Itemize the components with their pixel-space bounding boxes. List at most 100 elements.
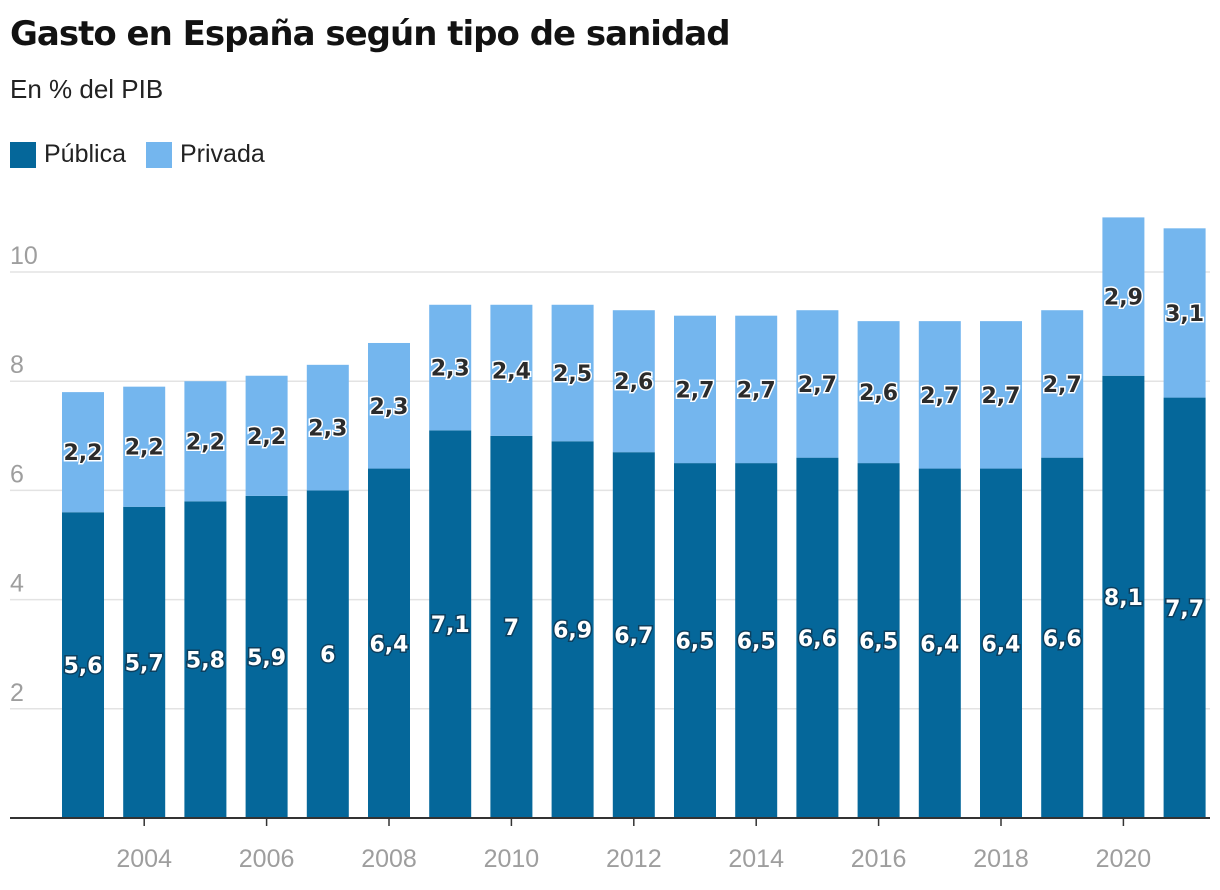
- bar-publica-2011: [551, 441, 594, 818]
- data-label-privada-2019: 2,7: [1043, 373, 1082, 398]
- data-label-privada-2021: 3,1: [1165, 302, 1204, 327]
- bar-publica-2007: [306, 490, 349, 818]
- bar-publica-2006: [245, 495, 288, 818]
- bar-privada-2019: [1041, 310, 1084, 458]
- legend-item-publica: Pública: [10, 140, 126, 169]
- data-label-privada-2017: 2,7: [920, 384, 959, 409]
- bar-publica-2009: [429, 430, 472, 818]
- data-label-publica-2014: 6,5: [737, 630, 776, 655]
- y-tick-label-8: 8: [10, 351, 24, 379]
- data-label-privada-2011: 2,5: [553, 362, 592, 387]
- bar-privada-2020: [1102, 217, 1145, 376]
- chart-title: Gasto en España según tipo de sanidad: [10, 14, 731, 54]
- data-label-publica-2009: 7,1: [431, 613, 470, 638]
- y-tick-label-10: 10: [10, 242, 38, 270]
- legend-swatch-privada: [146, 141, 172, 168]
- bar-privada-2011: [551, 304, 594, 442]
- bar-privada-2021: [1163, 228, 1206, 398]
- bar-privada-2008: [368, 342, 410, 469]
- data-label-publica-2005: 5,8: [186, 649, 225, 674]
- data-label-publica-2003: 5,6: [64, 654, 103, 679]
- bar-privada-2010: [490, 304, 533, 436]
- data-label-publica-2007: 6: [320, 643, 335, 668]
- data-label-publica-2013: 6,5: [676, 630, 715, 655]
- data-label-privada-2012: 2,6: [614, 370, 653, 395]
- data-label-publica-2018: 6,4: [982, 632, 1021, 657]
- legend-label-publica: Pública: [44, 140, 126, 168]
- bar-privada-2013: [674, 315, 716, 464]
- data-label-privada-2020: 2,9: [1104, 286, 1143, 311]
- bar-publica-2010: [490, 435, 533, 818]
- data-label-privada-2007: 2,3: [308, 417, 347, 442]
- y-tick-label-6: 6: [10, 460, 24, 488]
- data-label-privada-2018: 2,7: [982, 384, 1021, 409]
- data-label-privada-2016: 2,6: [859, 381, 898, 406]
- bar-publica-2021: [1163, 397, 1206, 818]
- bar-publica-2020: [1102, 375, 1145, 818]
- data-label-privada-2014: 2,7: [737, 378, 776, 403]
- bar-publica-2019: [1041, 457, 1084, 818]
- y-tick-label-4: 4: [10, 570, 24, 598]
- data-label-publica-2006: 5,9: [247, 646, 286, 671]
- bar-privada-2006: [245, 375, 288, 496]
- data-label-privada-2004: 2,2: [125, 436, 164, 461]
- x-tick-label-2004: 2004: [116, 845, 172, 873]
- data-label-publica-2017: 6,4: [920, 632, 959, 657]
- bar-privada-2018: [980, 321, 1022, 469]
- legend-item-privada: Privada: [146, 140, 265, 169]
- data-label-publica-2015: 6,6: [798, 627, 837, 652]
- x-tick-label-2010: 2010: [484, 845, 540, 873]
- x-tick-label-2014: 2014: [728, 845, 784, 873]
- bar-publica-2012: [612, 452, 655, 818]
- bar-privada-2004: [123, 386, 166, 507]
- data-label-publica-2019: 6,6: [1043, 627, 1082, 652]
- bar-publica-2008: [368, 468, 410, 818]
- data-label-publica-2011: 6,9: [553, 619, 592, 644]
- x-tick-label-2016: 2016: [851, 845, 907, 873]
- bar-publica-2013: [674, 463, 716, 818]
- data-label-publica-2004: 5,7: [125, 651, 164, 676]
- bar-publica-2015: [796, 457, 839, 818]
- data-label-privada-2003: 2,2: [64, 441, 103, 466]
- bar-privada-2003: [62, 392, 104, 513]
- bar-publica-2017: [918, 468, 961, 818]
- bar-publica-2018: [980, 468, 1022, 818]
- data-label-publica-2008: 6,4: [370, 632, 409, 657]
- data-label-publica-2012: 6,7: [614, 624, 653, 649]
- x-tick-label-2012: 2012: [606, 845, 662, 873]
- data-label-publica-2020: 8,1: [1104, 586, 1143, 611]
- chart-subtitle: En % del PIB: [10, 74, 164, 104]
- x-tick-label-2020: 2020: [1096, 845, 1152, 873]
- legend-label-privada: Privada: [180, 140, 265, 168]
- data-label-privada-2005: 2,2: [186, 430, 225, 455]
- x-tick-label-2018: 2018: [973, 845, 1029, 873]
- x-tick-label-2006: 2006: [239, 845, 295, 873]
- bar-privada-2012: [612, 310, 655, 453]
- data-label-privada-2008: 2,3: [370, 395, 409, 420]
- bar-publica-2005: [184, 501, 227, 818]
- data-label-privada-2010: 2,4: [492, 359, 531, 384]
- legend-swatch-publica: [10, 141, 36, 168]
- bar-privada-2017: [918, 321, 961, 469]
- data-label-privada-2013: 2,7: [676, 378, 715, 403]
- bar-privada-2014: [735, 315, 778, 464]
- bar-privada-2007: [306, 364, 349, 491]
- bar-privada-2005: [184, 381, 227, 502]
- bar-publica-2014: [735, 463, 778, 818]
- y-tick-label-2: 2: [10, 679, 24, 707]
- data-label-privada-2015: 2,7: [798, 373, 837, 398]
- bar-privada-2016: [857, 321, 900, 464]
- legend: Pública Privada: [10, 140, 265, 169]
- bar-privada-2009: [429, 304, 472, 431]
- bar-publica-2004: [123, 506, 166, 818]
- data-label-publica-2010: 7: [504, 616, 519, 641]
- data-label-publica-2021: 7,7: [1165, 597, 1204, 622]
- x-tick-label-2008: 2008: [361, 845, 417, 873]
- data-label-privada-2006: 2,2: [247, 425, 286, 450]
- bar-publica-2003: [62, 512, 104, 818]
- data-label-privada-2009: 2,3: [431, 357, 470, 382]
- data-label-publica-2016: 6,5: [859, 630, 898, 655]
- bar-publica-2016: [857, 463, 900, 818]
- bar-privada-2015: [796, 310, 839, 458]
